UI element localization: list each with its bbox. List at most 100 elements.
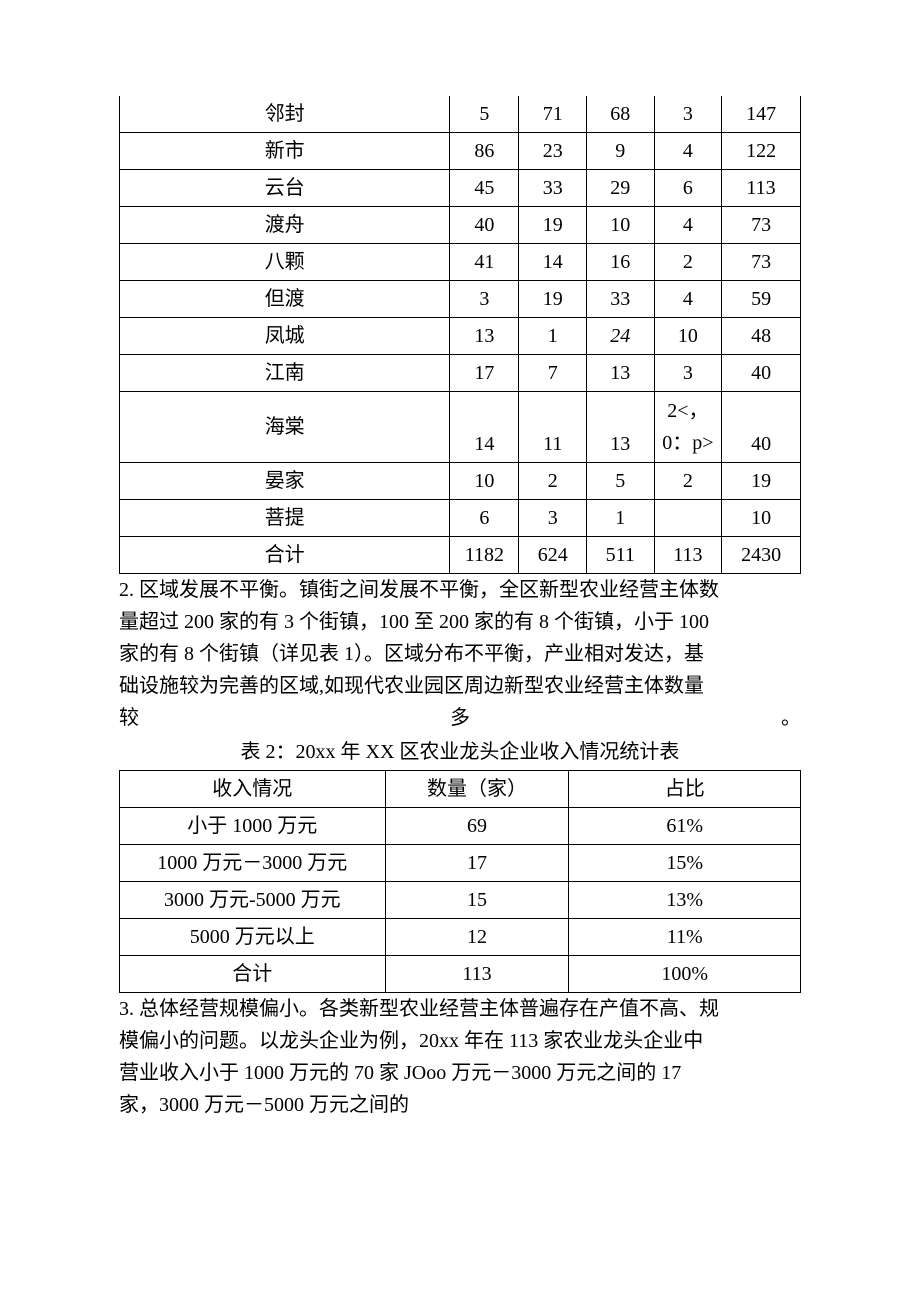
table-cell: 6: [450, 500, 519, 537]
paragraph-scale: 3. 总体经营规模偏小。各类新型农业经营主体普遍存在产值不高、规模偏小的问题。以…: [119, 993, 801, 1121]
table-cell: 11%: [569, 919, 801, 956]
table-cell: 41: [450, 244, 519, 281]
table-cell: 40: [450, 207, 519, 244]
text-line: 家的有 8 个街镇（详见表 1）。区域分布不平衡，产业相对发达，基: [119, 638, 801, 670]
table-cell: 113: [654, 537, 722, 574]
paragraph-region-balance-last: 较 多 。: [119, 702, 801, 734]
table-cell: 10: [654, 318, 722, 355]
table-cell: 15%: [569, 845, 801, 882]
table-cell: 45: [450, 170, 519, 207]
table-cell: 19: [722, 463, 801, 500]
table-cell: 69: [385, 808, 569, 845]
table-cell: 15: [385, 882, 569, 919]
text-line: 3. 总体经营规模偏小。各类新型农业经营主体普遍存在产值不高、规: [119, 993, 801, 1025]
table-cell: [654, 500, 722, 537]
table-cell: 云台: [120, 170, 450, 207]
table-cell: 邻封: [120, 96, 450, 133]
table-row: 海棠1411132<，0：p>40: [120, 392, 801, 463]
table-cell: 19: [519, 281, 587, 318]
table-row: 云台4533296113: [120, 170, 801, 207]
table-row: 5000 万元以上1211%: [120, 919, 801, 956]
table-cell: 17: [450, 355, 519, 392]
text-line: 2. 区域发展不平衡。镇街之间发展不平衡，全区新型农业经营主体数: [119, 574, 801, 606]
table-cell: 13: [587, 355, 655, 392]
table-row: 晏家1025219: [120, 463, 801, 500]
table-cell: 1: [519, 318, 587, 355]
table-row: 3000 万元-5000 万元1513%: [120, 882, 801, 919]
table-cell: 2<，0：p>: [654, 392, 722, 463]
table-cell: 3: [654, 355, 722, 392]
table-cell: 33: [587, 281, 655, 318]
table-cell: 68: [587, 96, 655, 133]
table-cell: 凤城: [120, 318, 450, 355]
table-cell: 19: [519, 207, 587, 244]
text-line: 营业收入小于 1000 万元的 70 家 JOoo 万元－3000 万元之间的 …: [119, 1057, 801, 1089]
table-row: 邻封571683147: [120, 96, 801, 133]
text-line: 础设施较为完善的区域,如现代农业园区周边新型农业经营主体数量: [119, 670, 801, 702]
table-row: 合计113100%: [120, 956, 801, 993]
table-row: 渡舟401910473: [120, 207, 801, 244]
table-cell: 4: [654, 207, 722, 244]
table-cell: 合计: [120, 956, 386, 993]
table-cell: 511: [587, 537, 655, 574]
table-row: 新市862394122: [120, 133, 801, 170]
table-cell: 晏家: [120, 463, 450, 500]
table-cell: 3: [450, 281, 519, 318]
table-cell: 11: [519, 392, 587, 463]
table-cell: 71: [519, 96, 587, 133]
table-cell: 40: [722, 355, 801, 392]
table-cell: 7: [519, 355, 587, 392]
table-row: 小于 1000 万元6961%: [120, 808, 801, 845]
table-cell: 6: [654, 170, 722, 207]
table-cell: 13: [587, 392, 655, 463]
table-cell: 12: [385, 919, 569, 956]
table-cell: 23: [519, 133, 587, 170]
table-cell: 48: [722, 318, 801, 355]
table-cell: 113: [385, 956, 569, 993]
table-row: 八颗411416273: [120, 244, 801, 281]
table-cell: 10: [450, 463, 519, 500]
table-row: 凤城131241048: [120, 318, 801, 355]
region-stats-table: 邻封571683147新市862394122云台4533296113渡舟4019…: [119, 96, 801, 574]
table-cell: 1: [587, 500, 655, 537]
table-cell: 100%: [569, 956, 801, 993]
table-row: 菩提63110: [120, 500, 801, 537]
table-cell: 但渡: [120, 281, 450, 318]
table-cell: 13: [450, 318, 519, 355]
text-line: 模偏小的问题。以龙头企业为例，20xx 年在 113 家农业龙头企业中: [119, 1025, 801, 1057]
table-cell: 13%: [569, 882, 801, 919]
table-cell: 小于 1000 万元: [120, 808, 386, 845]
last-c: 。: [781, 707, 801, 729]
header-col2: 数量（家）: [385, 771, 569, 808]
table-cell: 5: [587, 463, 655, 500]
table-cell: 29: [587, 170, 655, 207]
table-cell: 73: [722, 244, 801, 281]
table-cell: 2430: [722, 537, 801, 574]
table-cell: 10: [722, 500, 801, 537]
table-cell: 海棠: [120, 392, 450, 463]
table-cell: 3000 万元-5000 万元: [120, 882, 386, 919]
table-row: 江南17713340: [120, 355, 801, 392]
table-cell: 合计: [120, 537, 450, 574]
table-cell: 4: [654, 133, 722, 170]
table-cell: 1182: [450, 537, 519, 574]
table-row: 但渡31933459: [120, 281, 801, 318]
table-cell: 2: [654, 463, 722, 500]
table-cell: 14: [450, 392, 519, 463]
table-cell: 147: [722, 96, 801, 133]
table-cell: 86: [450, 133, 519, 170]
table-cell: 33: [519, 170, 587, 207]
table-header-row: 收入情况 数量（家） 占比: [120, 771, 801, 808]
table-cell: 新市: [120, 133, 450, 170]
table-cell: 122: [722, 133, 801, 170]
table-cell: 5000 万元以上: [120, 919, 386, 956]
text-line: 家，3000 万元－5000 万元之间的: [119, 1089, 801, 1121]
table-cell: 10: [587, 207, 655, 244]
table-cell: 16: [587, 244, 655, 281]
last-b: 多: [450, 707, 623, 729]
last-a: 较: [119, 707, 292, 729]
table-cell: 1000 万元－3000 万元: [120, 845, 386, 882]
table-cell: 4: [654, 281, 722, 318]
table-cell: 59: [722, 281, 801, 318]
table-cell: 624: [519, 537, 587, 574]
